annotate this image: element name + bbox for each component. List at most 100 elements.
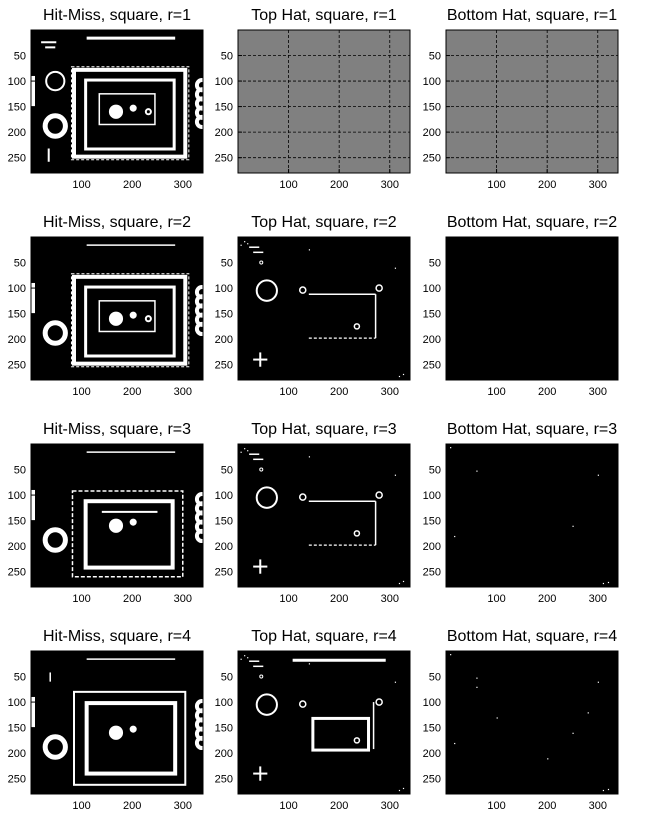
image-speck [572,732,574,734]
y-tick-label: 50 [221,672,233,684]
image-content [31,237,203,380]
image-blob [259,674,264,679]
y-tick-label: 200 [423,127,441,139]
image-speck [454,742,456,745]
image-blob [31,489,35,521]
image-speck [602,582,605,585]
subplot-title: Hit-Miss, square, r=3 [43,421,191,438]
image-speck [454,535,456,538]
y-tick-label: 50 [221,465,233,477]
image-content [446,237,618,380]
subplot-title: Top Hat, square, r=4 [251,628,397,645]
image-speck [394,681,397,683]
subplot-panel: Bottom Hat, square, r=3 100 200 300 50 100 150… [423,421,619,605]
y-tick-label: 100 [215,490,233,502]
image-background [446,237,618,380]
x-tick-label: 100 [279,593,297,605]
subplot-title: Top Hat, square, r=3 [251,421,397,438]
axes-frame [445,650,619,795]
y-tick-label: 200 [423,334,441,346]
axes-frame [30,443,204,588]
x-tick-label: 300 [381,800,399,812]
image-rect [311,716,371,752]
image-content [31,651,203,794]
y-tick-label: 150 [423,102,441,114]
image-background [31,444,203,587]
y-tick-label: 200 [215,334,233,346]
subplot-title: Hit-Miss, square, r=2 [43,214,191,231]
x-tick-label: 300 [174,386,192,398]
image-speck [597,681,599,683]
image-blob [144,108,152,116]
axes-frame [237,236,411,381]
y-tick-label: 250 [423,360,441,372]
image-blob [42,527,68,553]
y-tick-label: 100 [215,283,233,295]
image-blob [255,279,278,302]
image-speck [398,789,401,792]
image-content [238,237,410,380]
x-tick-label: 300 [381,386,399,398]
image-blob [129,518,137,526]
image-rect [84,78,176,151]
image-content [238,30,410,173]
axes-frame [237,443,411,588]
x-tick-label: 200 [330,593,348,605]
axes-frame [445,443,619,588]
y-tick-label: 250 [215,567,233,579]
image-blob [108,311,124,326]
y-tick-label: 100 [423,490,441,502]
y-tick-label: 150 [8,309,26,321]
y-tick-label: 200 [8,541,26,553]
y-tick-label: 100 [8,283,26,295]
image-content [446,651,618,794]
image-blob [255,693,278,716]
image-blob [45,70,66,92]
image-blob [31,696,35,728]
image-content [31,444,203,587]
subplot-title: Top Hat, square, r=1 [251,7,397,24]
image-speck [247,657,249,659]
image-speck [587,712,589,714]
x-tick-label: 200 [123,593,141,605]
x-tick-label: 300 [381,593,399,605]
image-background [446,651,618,794]
y-tick-label: 250 [423,567,441,579]
image-background [31,30,203,173]
x-tick-label: 200 [538,386,556,398]
image-rect [83,499,175,570]
image-speck [244,241,246,243]
image-blob [194,321,203,337]
image-speck [496,717,498,719]
x-tick-label: 100 [72,179,90,191]
y-tick-label: 50 [221,51,233,63]
image-content [446,30,618,173]
image-speck [244,448,246,450]
y-tick-label: 50 [429,465,441,477]
image-background [238,444,410,587]
y-tick-label: 100 [215,697,233,709]
y-tick-label: 100 [215,76,233,88]
x-tick-label: 200 [538,800,556,812]
axes-frame [445,29,619,174]
image-speck [240,658,242,660]
x-tick-label: 200 [330,800,348,812]
x-tick-label: 300 [174,179,192,191]
image-speck [240,451,242,453]
image-blob [42,113,68,139]
image-speck [308,663,311,665]
subplot-title: Hit-Miss, square, r=1 [43,7,191,24]
image-blob [353,530,361,537]
image-blob [375,491,383,499]
y-tick-label: 150 [215,309,233,321]
y-tick-label: 50 [14,258,26,270]
axes-frame [30,29,204,174]
y-tick-label: 100 [8,76,26,88]
y-tick-label: 100 [8,697,26,709]
x-tick-label: 100 [487,593,505,605]
image-background [446,444,618,587]
y-tick-label: 200 [8,127,26,139]
image-speck [547,758,549,760]
image-rect [72,274,188,366]
x-tick-label: 100 [72,593,90,605]
